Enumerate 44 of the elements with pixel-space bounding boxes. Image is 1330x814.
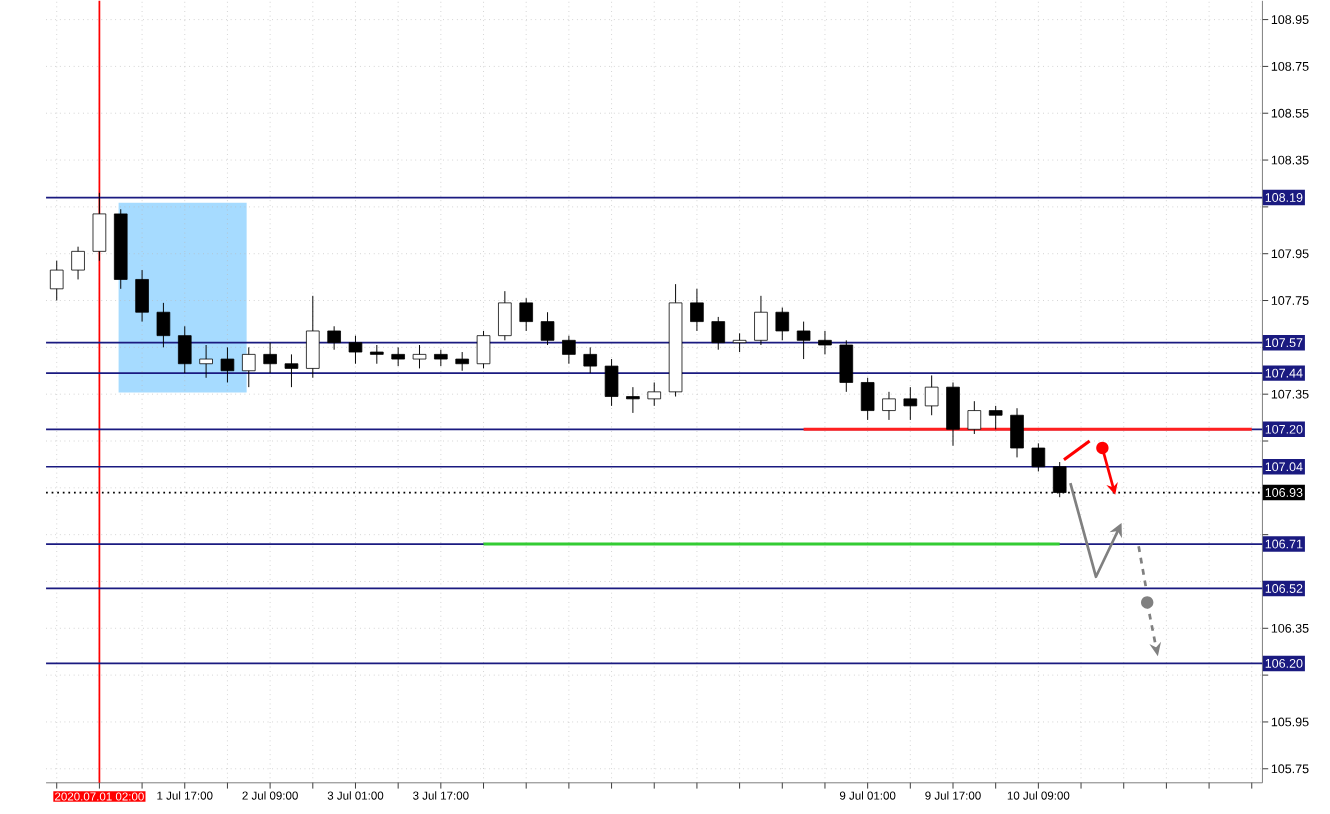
candlestick — [156, 302, 171, 349]
candlestick — [49, 260, 64, 302]
candlestick — [135, 269, 149, 323]
candlestick — [626, 387, 640, 414]
candlestick — [967, 401, 982, 435]
candlestick — [327, 326, 341, 351]
candlestick — [412, 344, 427, 370]
candlestick — [818, 330, 832, 356]
candlestick — [604, 358, 619, 407]
candlestick — [754, 295, 768, 346]
candlestick — [241, 347, 256, 389]
candlestick — [284, 354, 299, 389]
candlestick — [519, 298, 533, 332]
candlestick — [540, 312, 555, 346]
candlestick — [498, 291, 512, 342]
candlestick — [455, 351, 469, 372]
candlestick — [1010, 408, 1024, 459]
candlestick — [1031, 443, 1046, 473]
candlestick — [306, 295, 320, 379]
candlestick — [92, 192, 107, 262]
candlestick — [562, 335, 576, 365]
candlestick — [860, 377, 875, 421]
candlestick — [946, 382, 960, 447]
candlestick — [732, 333, 747, 353]
candlestick — [882, 391, 896, 421]
candlestick — [391, 347, 405, 367]
candlestick — [199, 344, 213, 379]
candlestick — [796, 321, 811, 360]
candlestick — [583, 347, 598, 374]
candlestick — [839, 340, 854, 393]
candlestick — [775, 307, 790, 342]
candlestick — [647, 382, 662, 407]
candlestick — [924, 375, 939, 417]
candlestick — [177, 326, 192, 374]
candlestick — [903, 387, 918, 421]
candlestick — [71, 246, 85, 281]
candlestick — [348, 335, 363, 365]
candlestick — [220, 347, 235, 384]
candlestick — [988, 405, 1003, 431]
candlestick — [476, 330, 491, 370]
candlestick — [370, 344, 384, 365]
candlestick — [263, 342, 277, 374]
candlestick — [690, 288, 704, 332]
candlestick — [711, 316, 726, 351]
